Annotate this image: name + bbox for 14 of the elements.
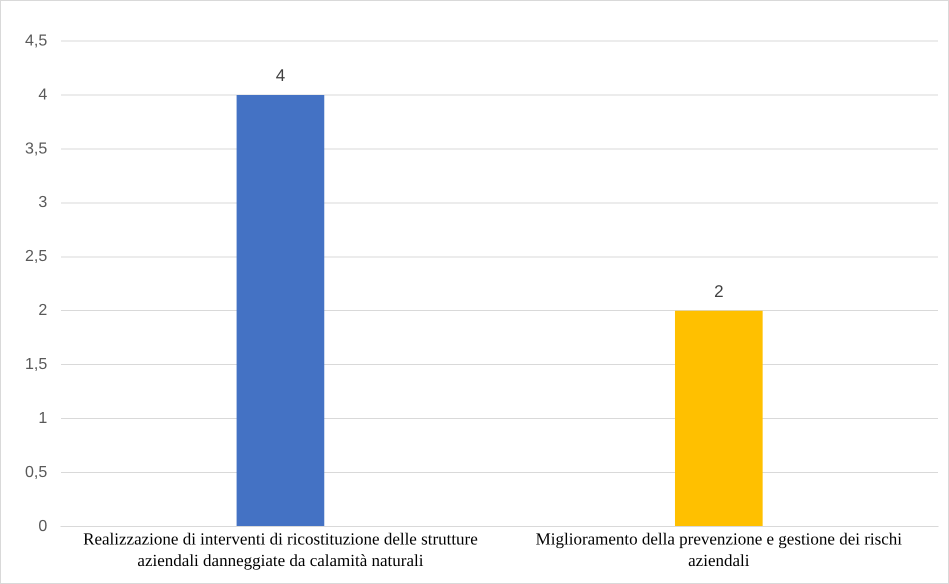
y-tick-label: 2,5: [24, 248, 48, 266]
data-label: 2: [714, 282, 724, 301]
y-tick-label: 0,5: [24, 464, 48, 481]
y-tick-label: 2: [38, 302, 48, 320]
y-tick-label: 0: [38, 518, 48, 535]
x-tick-label: Realizzazione di interventi di ricostituzione delle strutture aziendali danneggiate da calamità naturali: [83, 530, 478, 570]
data-label: 4: [276, 66, 286, 86]
y-tick-label: 3: [38, 194, 48, 212]
y-tick-label: 1,5: [24, 356, 48, 374]
x-tick-label: Miglioramento della prevenzione e gestione dei rischi aziendali: [536, 530, 902, 570]
y-tick-label: 4,5: [24, 32, 48, 50]
y-tick-label: 4: [38, 86, 48, 104]
y-tick-label: 1: [38, 410, 48, 428]
y-tick-label: 3,5: [24, 140, 48, 158]
